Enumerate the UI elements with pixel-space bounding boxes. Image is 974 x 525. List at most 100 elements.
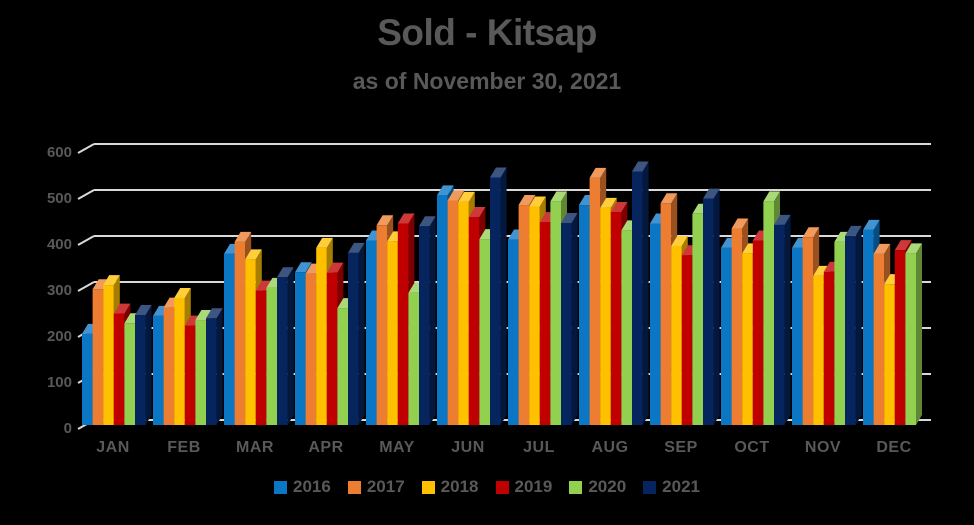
x-axis-label-APR: APR [308,439,343,456]
bar-2021-SEP [703,198,714,425]
bar-2021-OCT-side [784,214,791,425]
bar-2019-NOV [823,271,835,425]
bar-2020-FEB [195,320,206,425]
legend-item-2021: 2021 [643,477,700,497]
bar-2018-JAN-top [103,275,120,286]
legend-swatch-2021 [643,480,657,494]
bar-2020-SEP [692,213,703,425]
bar-2016-AUG [579,205,590,425]
bar-2016-JUN-top [437,185,454,196]
bar-2019-SEP [681,255,693,425]
bar-2018-MAY [387,241,398,425]
x-axis-label-MAY: MAY [379,439,415,456]
bar-2020-DEC-side [916,243,922,425]
x-axis-label-SEP: SEP [664,439,698,456]
y-axis-label-300: 300 [47,282,72,299]
bar-2020-OCT-top [763,191,780,202]
y-axis-tick-mark-400 [77,235,95,246]
bar-2019-DEC [894,250,906,425]
bar-2018-APR [316,247,327,425]
legend-label-2016: 2016 [293,477,331,496]
bar-2018-AUG [600,207,611,425]
y-axis-label-100: 100 [47,374,72,391]
legend-label-2018: 2018 [440,477,479,496]
bar-2017-DEC [873,253,885,425]
bar-2018-MAR-top [245,249,262,260]
bar-2016-JUN [437,195,448,425]
bar-2021-JUL-top [561,213,578,223]
bar-2019-APR [326,272,338,425]
bar-2021-APR-side [358,242,365,425]
bar-2018-JAN [103,285,114,425]
bar-2019-JUL [539,222,551,425]
y-axis-label-0: 0 [64,420,72,437]
bar-2021-APR-top [348,242,365,253]
x-axis-label-AUG: AUG [591,439,628,456]
bar-2019-MAY-top [397,213,415,224]
x-axis-label-DEC: DEC [876,439,911,456]
bar-2021-FEB-side [216,308,223,425]
bar-2016-APR-top [295,262,312,273]
bar-2019-AUG-top [610,201,628,212]
bar-2021-NOV-top [845,225,862,236]
legend-label-2019: 2019 [514,477,553,496]
bar-2018-NOV [813,275,824,425]
bar-2021-JUL [561,223,572,425]
bar-2017-SEP [660,203,672,425]
bar-2016-FEB [153,315,164,425]
bar-2019-DEC-top [894,240,912,251]
bar-2017-JUL [518,205,530,425]
bar-2019-MAR-top [255,280,273,291]
legend-label-2017: 2017 [366,477,405,496]
bar-2020-MAY [408,292,419,425]
bar-2017-JAN-top [92,279,110,290]
bar-2021-OCT-top [774,214,791,225]
bar-2019-AUG [610,211,622,425]
bar-2020-AUG [621,230,632,425]
bar-2019-JAN [113,313,125,425]
bar-2018-FEB-top [174,287,191,298]
legend-item-2016: 2016 [274,477,331,497]
bar-2017-MAY-top [376,215,394,226]
bar-2016-SEP [650,223,661,425]
chart-subtitle: as of November 30, 2021 [352,68,622,94]
bar-2020-OCT [763,201,774,425]
legend-swatch-2016 [274,480,288,494]
bar-2018-AUG-top [600,197,617,208]
x-axis-label-FEB: FEB [167,439,201,456]
bar-2017-JUN [447,200,459,425]
bar-2018-SEP [671,246,682,425]
bar-2018-JUL-top [529,196,546,207]
y-axis-label-200: 200 [47,328,72,345]
bar-2017-DEC-top [873,243,891,254]
bar-2021-AUG-top [632,161,649,172]
bar-2021-FEB [206,318,217,425]
bar-2017-JUL-top [518,195,536,206]
bar-2018-JUN-top [458,191,475,202]
legend-item-2017: 2017 [347,477,405,497]
bar-2020-DEC [905,253,916,425]
bar-2021-MAY-side [429,216,436,425]
bar-2020-JUN [479,239,490,425]
bar-2019-MAR [255,290,267,425]
bar-2021-SEP-side [713,188,720,425]
x-axis-label-NOV: NOV [805,439,841,456]
bar-2020-MAR [266,287,277,425]
bar-2017-MAY [376,225,388,425]
bar-2021-APR [348,252,359,425]
x-axis-label-JAN: JAN [96,439,130,456]
y-axis-label-400: 400 [47,236,72,253]
bar-2017-AUG [589,177,601,425]
y-axis-label-500: 500 [47,190,72,207]
bar-2016-MAY [366,240,377,425]
bar-2017-SEP-top [660,193,678,204]
bar-2020-APR [337,308,348,425]
x-axis-label-JUN: JUN [451,439,485,456]
bar-2019-JUN [468,217,480,425]
bar-2019-FEB [184,325,196,425]
bar-2020-JAN [124,323,135,425]
bar-2021-MAY [419,226,430,425]
x-axis-label-JUL: JUL [523,439,555,456]
bar-2019-MAY [397,223,409,425]
